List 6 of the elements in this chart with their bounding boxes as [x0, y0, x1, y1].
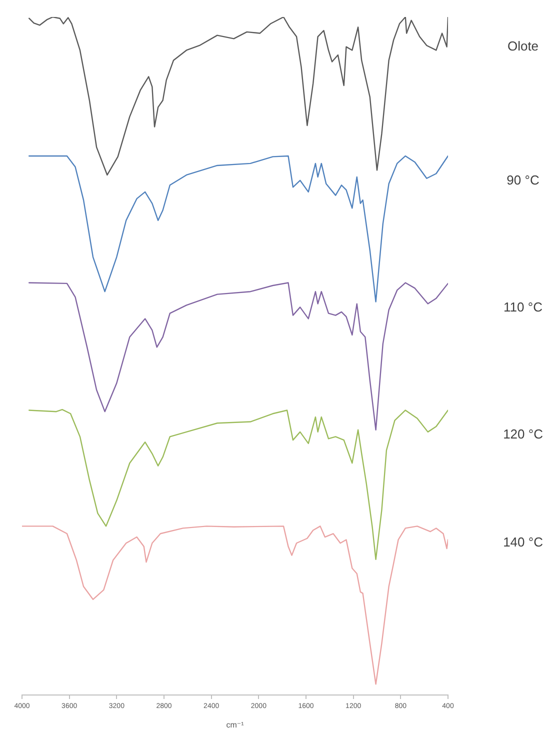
- text: Olote: [507, 38, 539, 54]
- text: 90 °C: [506, 172, 540, 188]
- text: 120 °C: [503, 426, 543, 442]
- x-axis-title: cm⁻¹: [226, 720, 244, 730]
- text: 140 °C: [503, 534, 543, 550]
- text: 110 °C: [504, 300, 542, 315]
